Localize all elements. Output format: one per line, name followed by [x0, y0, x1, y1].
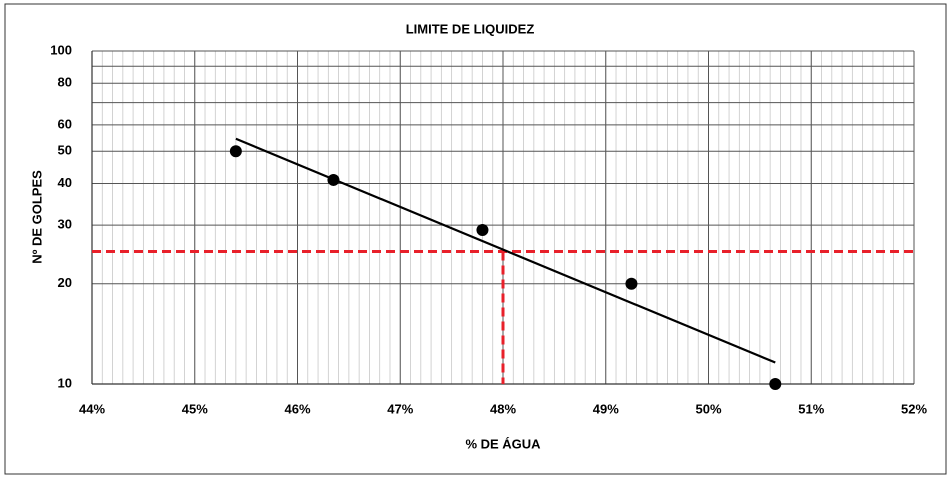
x-tick-label: 51%: [798, 401, 824, 416]
y-axis-label: Nº DE GOLPES: [29, 170, 44, 264]
y-tick-label: 50: [58, 143, 72, 158]
y-tick-label: 80: [58, 75, 72, 90]
x-tick-label: 48%: [490, 401, 516, 416]
y-tick-label: 100: [50, 42, 72, 57]
x-tick-label: 49%: [593, 401, 619, 416]
y-tick-label: 10: [58, 375, 72, 390]
chart-title: LIMITE DE LIQUIDEZ: [406, 21, 535, 36]
point: [229, 145, 242, 158]
trendline: [235, 137, 776, 364]
x-tick-label: 47%: [387, 401, 413, 416]
y-tick-label: 20: [58, 275, 72, 290]
point: [769, 378, 782, 390]
point: [476, 224, 489, 237]
x-tick-label: 50%: [695, 401, 721, 416]
x-tick-label: 44%: [79, 401, 105, 416]
point: [327, 173, 340, 186]
x-tick-label: 52%: [901, 401, 927, 416]
x-tick-label: 46%: [284, 401, 310, 416]
y-tick-label: 60: [58, 116, 72, 131]
y-tick-label: 30: [58, 217, 72, 232]
y-tick-label: 40: [58, 175, 72, 190]
x-axis-label: % DE ÁGUA: [465, 436, 541, 451]
point: [625, 277, 638, 290]
x-tick-label: 45%: [182, 401, 208, 416]
